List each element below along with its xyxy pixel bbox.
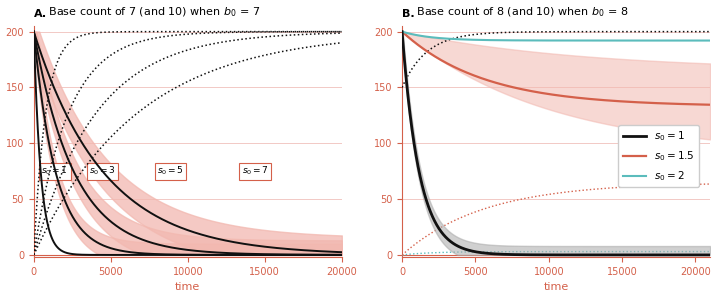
Text: $s_0 = 5$: $s_0 = 5$ — [157, 165, 184, 177]
Text: A.: A. — [34, 9, 47, 19]
Text: $s_0 = 3$: $s_0 = 3$ — [89, 165, 116, 177]
Text: Base count of 7 (and 10) when $b_0$ = 7: Base count of 7 (and 10) when $b_0$ = 7 — [45, 5, 260, 19]
Text: $s_0 = 7$: $s_0 = 7$ — [242, 165, 269, 177]
Legend: $s_0 = 1$, $s_0 = 1.5$, $s_0 = 2$: $s_0 = 1$, $s_0 = 1.5$, $s_0 = 2$ — [618, 125, 699, 187]
Text: Base count of 8 (and 10) when $b_0$ = 8: Base count of 8 (and 10) when $b_0$ = 8 — [413, 5, 628, 19]
X-axis label: time: time — [544, 283, 569, 292]
X-axis label: time: time — [175, 283, 201, 292]
Text: B.: B. — [402, 9, 415, 19]
Text: $s_0 = 1$: $s_0 = 1$ — [42, 165, 68, 177]
